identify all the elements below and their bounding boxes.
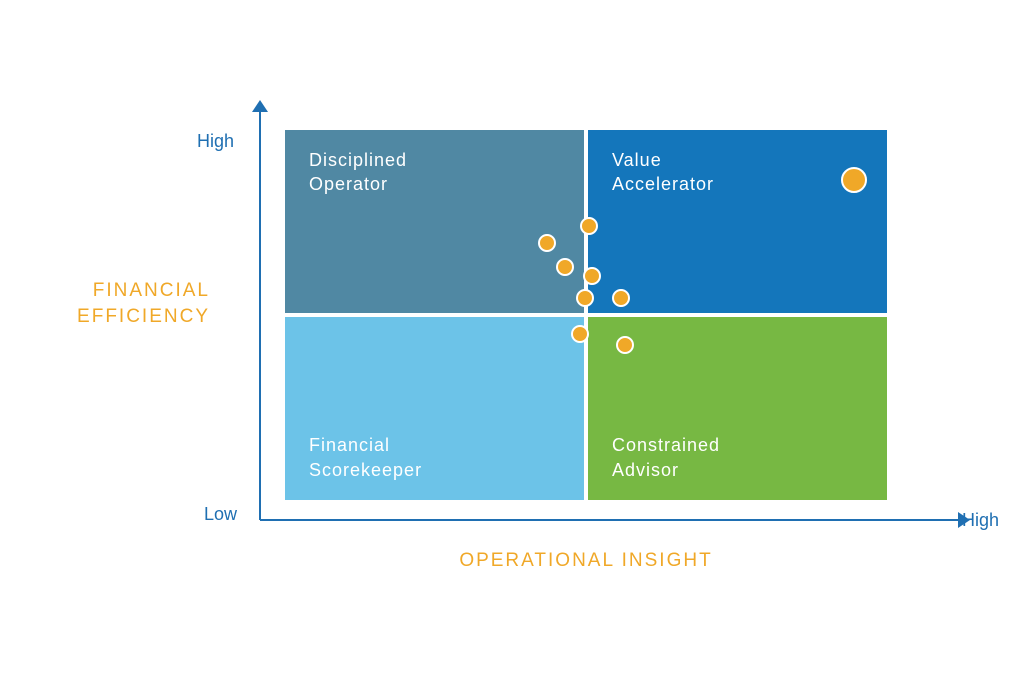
y-axis-title-line2: EFFICIENCY bbox=[77, 306, 210, 327]
y-axis-line bbox=[259, 108, 261, 520]
scatter-point bbox=[538, 234, 556, 252]
scatter-point bbox=[580, 217, 598, 235]
x-axis-line bbox=[260, 519, 960, 521]
y-axis-arrow bbox=[252, 100, 268, 112]
scatter-point bbox=[571, 325, 589, 343]
scatter-point bbox=[616, 336, 634, 354]
x-axis-arrow bbox=[958, 512, 970, 528]
scatter-layer bbox=[285, 130, 887, 500]
y-axis-low-label: Low bbox=[204, 504, 237, 525]
plot-area: Disciplined Operator Value Accelerator F… bbox=[285, 130, 887, 500]
y-axis-title-line1: FINANCIAL bbox=[93, 280, 210, 301]
y-axis-title: FINANCIAL EFFICIENCY bbox=[60, 278, 210, 329]
scatter-point bbox=[576, 289, 594, 307]
scatter-point bbox=[556, 258, 574, 276]
x-axis-title: OPERATIONAL INSIGHT bbox=[285, 550, 887, 572]
y-axis-high-label: High bbox=[197, 131, 234, 152]
quadrant-chart: FINANCIAL EFFICIENCY High Low High OPERA… bbox=[0, 0, 1024, 683]
scatter-point bbox=[612, 289, 630, 307]
scatter-point bbox=[583, 267, 601, 285]
scatter-point bbox=[841, 167, 867, 193]
